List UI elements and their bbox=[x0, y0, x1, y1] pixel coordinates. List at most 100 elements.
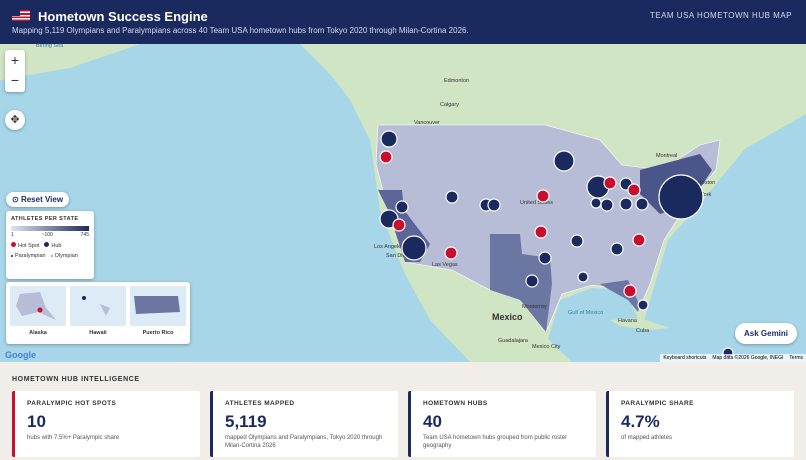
texas bbox=[490, 234, 552, 332]
hub-marker[interactable] bbox=[658, 174, 704, 220]
hot-spot-marker[interactable] bbox=[444, 246, 458, 260]
legend-hot: Hot Spot bbox=[18, 243, 40, 249]
stat-card: HOMETOWN HUBS 40 Team USA hometown hubs gr… bbox=[408, 391, 596, 457]
hub-marker[interactable] bbox=[619, 197, 633, 211]
card-value: 10 bbox=[27, 412, 46, 431]
card-note: Team USA hometown hubs grouped from publ… bbox=[423, 435, 568, 449]
hot-spot-marker[interactable] bbox=[603, 176, 617, 190]
card-value: 5,119 bbox=[225, 412, 267, 431]
map-label: Bering Sea bbox=[36, 44, 64, 49]
hot-spot-marker[interactable] bbox=[534, 225, 548, 239]
attr-item[interactable]: Keyboard shortcuts bbox=[663, 355, 707, 361]
google-logo: Google bbox=[5, 350, 36, 360]
pan-control[interactable]: ✥ bbox=[5, 110, 25, 130]
legend-para: Paralympian bbox=[15, 253, 46, 259]
map-label: Montreal bbox=[656, 153, 677, 159]
hub-marker[interactable] bbox=[590, 197, 602, 209]
card-label: HOMETOWN HUBS bbox=[423, 400, 488, 407]
legend-mid: ~100 bbox=[41, 232, 53, 238]
map-label: Guadalajara bbox=[498, 338, 529, 344]
ask-gemini-button[interactable]: Ask Gemini bbox=[735, 323, 798, 344]
zoom-out[interactable]: − bbox=[10, 72, 20, 88]
cuba bbox=[610, 318, 670, 330]
map-label: Vancouver bbox=[414, 120, 440, 126]
hub-marker[interactable] bbox=[538, 251, 552, 265]
hub-marker[interactable] bbox=[570, 234, 584, 248]
hawaii-inset[interactable] bbox=[70, 286, 126, 326]
card-value: 4.7% bbox=[621, 412, 660, 431]
flag-icon bbox=[12, 10, 30, 21]
reset-label: Reset View bbox=[20, 195, 64, 204]
card-note: hubs with 7.5%+ Paralympic share bbox=[27, 435, 120, 441]
hub-marker[interactable] bbox=[553, 150, 575, 172]
attr-item[interactable]: Terms bbox=[789, 355, 803, 361]
map-label: Mexico bbox=[492, 312, 523, 322]
map-label: Gulf of Mexico bbox=[568, 310, 603, 316]
section-title: HOMETOWN HUB INTELLIGENCE bbox=[12, 376, 140, 383]
map-label: Mexico City bbox=[532, 344, 561, 350]
map-label: Monterrey bbox=[522, 304, 547, 310]
map-label: Edmonton bbox=[444, 78, 469, 84]
subtitle: Mapping 5,119 Olympians and Paralympians… bbox=[12, 26, 469, 35]
hot-spot-marker[interactable] bbox=[392, 218, 406, 232]
stat-card: ATHLETES MAPPED 5,119 mapped Olympians and… bbox=[210, 391, 398, 457]
hub-marker[interactable] bbox=[637, 299, 649, 311]
card-label: PARALYMPIC HOT SPOTS bbox=[27, 400, 117, 407]
hub-marker[interactable] bbox=[395, 200, 409, 214]
map[interactable]: Bering Sea Edmonton Calgary Vancouver Montre… bbox=[0, 44, 806, 362]
hub-markers bbox=[379, 130, 734, 359]
alaska-inset[interactable] bbox=[10, 286, 66, 326]
map-label: Havana bbox=[618, 318, 638, 324]
legend: ATHLETES PER STATE 1 ~100 745 Hot Spot Hub … bbox=[6, 211, 94, 279]
header-tag: TEAM USA HOMETOWN HUB MAP bbox=[649, 11, 792, 20]
hot-spot-marker[interactable] bbox=[536, 189, 550, 203]
hub-marker[interactable] bbox=[577, 271, 589, 283]
hot-spot-marker[interactable] bbox=[632, 233, 646, 247]
inset-label: Hawaii bbox=[89, 330, 107, 336]
stat-card: PARALYMPIC HOT SPOTS 10 hubs with 7.5%+ Pa… bbox=[12, 391, 200, 457]
card-note: mapped Olympians and Paralympians, Tokyo… bbox=[225, 435, 383, 449]
legend-title: ATHLETES PER STATE bbox=[11, 216, 79, 222]
card-value: 40 bbox=[423, 412, 442, 431]
zoom-in[interactable]: + bbox=[10, 52, 20, 68]
legend-min: 1 bbox=[11, 232, 14, 238]
map-label: Boston bbox=[698, 180, 715, 186]
stat-card: PARALYMPIC SHARE 4.7% of mapped athletes bbox=[606, 391, 794, 457]
card-label: ATHLETES MAPPED bbox=[225, 400, 295, 407]
map-label: San Diego bbox=[386, 253, 412, 259]
insets: Alaska Hawaii Puerto Rico bbox=[6, 282, 190, 344]
attribution: Keyboard shortcuts Map data ©2026 Google,… bbox=[660, 354, 806, 362]
hub-marker[interactable] bbox=[600, 198, 614, 212]
map-label: Cuba bbox=[636, 328, 650, 334]
alaska-land bbox=[0, 44, 140, 80]
puerto-rico-inset[interactable] bbox=[130, 286, 186, 326]
hub-marker[interactable] bbox=[445, 190, 459, 204]
hot-spot-marker[interactable] bbox=[623, 284, 637, 298]
hub-marker[interactable] bbox=[610, 242, 624, 256]
hub-marker[interactable] bbox=[401, 235, 427, 261]
card-note: of mapped athletes bbox=[621, 435, 673, 441]
attr-item: Map data ©2026 Google, INEGI bbox=[712, 355, 784, 361]
map-label: United States bbox=[520, 200, 553, 206]
map-label: Calgary bbox=[440, 102, 459, 108]
hot-spot-marker[interactable] bbox=[379, 150, 393, 164]
card-label: PARALYMPIC SHARE bbox=[621, 400, 694, 407]
map-label: Las Vegas bbox=[432, 262, 458, 268]
hot-spot-marker[interactable] bbox=[627, 183, 641, 197]
app-title: Hometown Success Engine bbox=[38, 9, 208, 24]
map-labels: Bering Sea Edmonton Calgary Vancouver Montre… bbox=[36, 44, 715, 350]
hub-marker[interactable] bbox=[525, 274, 539, 288]
hub-marker[interactable] bbox=[380, 130, 398, 148]
hub-marker[interactable] bbox=[635, 197, 649, 211]
legend-gradient bbox=[11, 226, 89, 231]
map-label: Los Angeles bbox=[374, 244, 404, 250]
zoom-controls: + − bbox=[5, 50, 25, 92]
header: Hometown Success Engine Mapping 5,119 Ol… bbox=[0, 0, 806, 44]
inset-label: Alaska bbox=[29, 330, 47, 336]
legend-hub: Hub bbox=[51, 243, 62, 249]
reset-view-button[interactable]: ⊙ Reset View bbox=[6, 192, 70, 207]
inset-label: Puerto Rico bbox=[142, 330, 174, 336]
hub-marker[interactable] bbox=[487, 198, 501, 212]
legend-max: 745 bbox=[80, 232, 89, 238]
